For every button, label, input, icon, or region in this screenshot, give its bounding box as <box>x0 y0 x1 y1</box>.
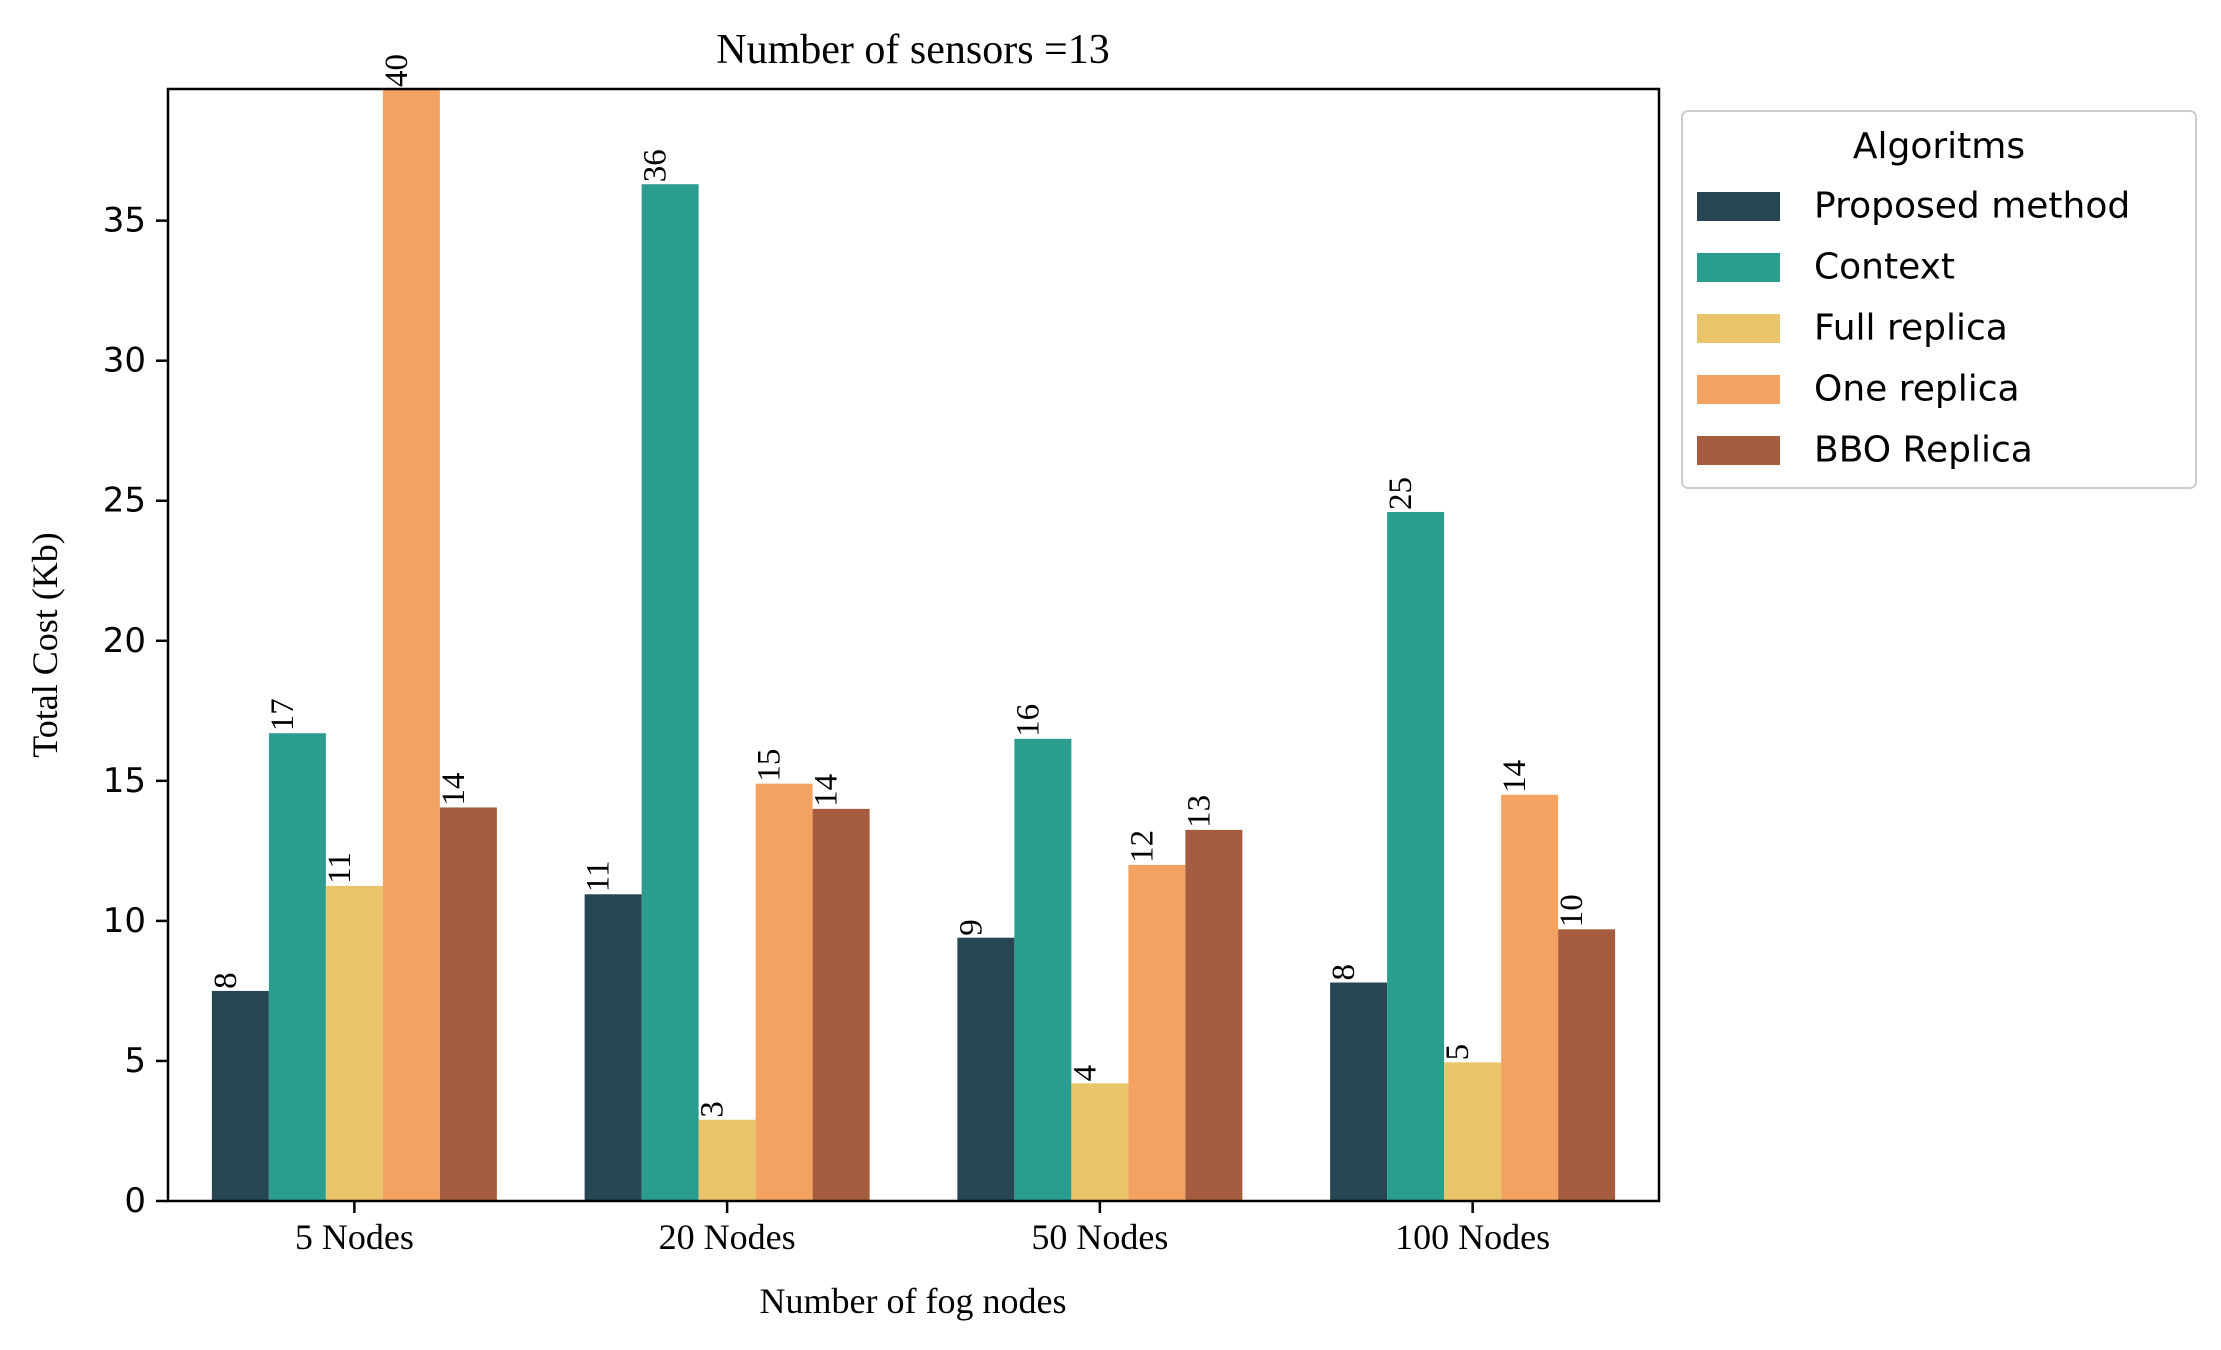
bar <box>1387 511 1445 1201</box>
bar-data-label: 13 <box>1181 795 1217 828</box>
x-tick-label: 20 Nodes <box>659 1217 796 1257</box>
bar-data-label: 5 <box>1440 1044 1476 1061</box>
bar <box>812 808 870 1201</box>
bar-labels-group: 8 17 11 40 14 11 36 3 15 14 9 16 4 12 13 8 25 5 14 10 <box>208 54 1590 1118</box>
legend-item: Context <box>1697 247 1955 288</box>
bar-data-label: 15 <box>752 749 788 782</box>
legend-items: Proposed method Context Full replica One re… <box>1697 186 2130 471</box>
x-axis: 5 Nodes 20 Nodes 50 Nodes 100 Nodes <box>295 1201 1550 1257</box>
bar-data-label: 36 <box>638 149 674 182</box>
bar <box>1501 794 1559 1201</box>
legend-swatch <box>1697 375 1780 404</box>
y-tick-label: 15 <box>103 761 146 801</box>
bar <box>1014 738 1072 1201</box>
bar-data-label: 40 <box>379 54 415 87</box>
legend-item: BBO Replica <box>1697 430 2033 471</box>
bar <box>698 1119 756 1201</box>
bar <box>641 184 699 1201</box>
bar-data-label: 14 <box>436 772 472 805</box>
y-tick-label: 20 <box>103 621 146 661</box>
y-tick-label: 5 <box>124 1041 146 1081</box>
legend-label: Context <box>1814 247 1955 288</box>
bar <box>439 807 497 1201</box>
legend-swatch <box>1697 192 1780 221</box>
bar <box>211 990 269 1201</box>
y-tick-label: 30 <box>103 341 146 381</box>
legend-box <box>1681 110 2197 489</box>
y-tick-label: 25 <box>103 481 146 521</box>
plot-frame <box>166 87 1661 1203</box>
bar <box>382 89 440 1201</box>
y-axis: 0 5 10 15 20 25 30 35 <box>103 201 168 1221</box>
bar-data-label: 14 <box>1497 760 1533 793</box>
bar <box>1330 982 1388 1201</box>
y-axis-label: Total Cost (Kb) <box>25 532 65 757</box>
legend-label: One replica <box>1814 369 2020 410</box>
bar <box>1128 864 1186 1201</box>
legend-item: Full replica <box>1697 308 2008 349</box>
bar <box>325 885 383 1201</box>
bar-data-label: 11 <box>322 852 358 884</box>
y-tick-label: 10 <box>103 901 146 941</box>
x-tick-label: 5 Nodes <box>295 1217 414 1257</box>
bar-data-label: 14 <box>809 774 845 807</box>
bars-group <box>211 89 1616 1201</box>
x-tick-label: 100 Nodes <box>1395 1217 1550 1257</box>
bar <box>1071 1083 1129 1201</box>
x-tick-label: 50 Nodes <box>1031 1217 1168 1257</box>
bar-data-label: 8 <box>1326 964 1362 981</box>
legend-label: Full replica <box>1814 308 2008 349</box>
legend-label: Proposed method <box>1814 186 2130 227</box>
legend-title: Algoritms <box>1853 126 2025 167</box>
legend-label: BBO Replica <box>1814 430 2033 471</box>
bar-data-label: 8 <box>208 972 244 989</box>
bar <box>1185 829 1243 1201</box>
bar-data-label: 16 <box>1010 704 1046 737</box>
bar <box>957 937 1015 1201</box>
bar-data-label: 9 <box>953 919 989 936</box>
legend-item: One replica <box>1697 369 2020 410</box>
legend: Algoritms Proposed method Context Full rep… <box>1681 110 2197 489</box>
bar <box>755 783 813 1201</box>
bar <box>1558 929 1616 1201</box>
legend-swatch <box>1697 253 1780 282</box>
bar-data-label: 12 <box>1124 830 1160 863</box>
bar <box>1444 1062 1502 1201</box>
bar-data-label: 11 <box>581 861 617 893</box>
legend-swatch <box>1697 314 1780 343</box>
bar <box>268 733 326 1201</box>
bar-data-label: 25 <box>1383 477 1419 510</box>
bar-data-label: 10 <box>1554 894 1590 927</box>
bar <box>584 894 642 1201</box>
chart-title: Number of sensors =13 <box>716 27 1109 73</box>
legend-item: Proposed method <box>1697 186 2130 227</box>
bar-data-label: 17 <box>265 698 301 731</box>
y-tick-label: 35 <box>103 201 146 241</box>
legend-swatch <box>1697 436 1780 465</box>
bar-data-label: 4 <box>1067 1065 1103 1082</box>
bar-data-label: 3 <box>695 1101 731 1118</box>
y-tick-label: 0 <box>124 1181 146 1221</box>
x-axis-label: Number of fog nodes <box>760 1281 1067 1321</box>
